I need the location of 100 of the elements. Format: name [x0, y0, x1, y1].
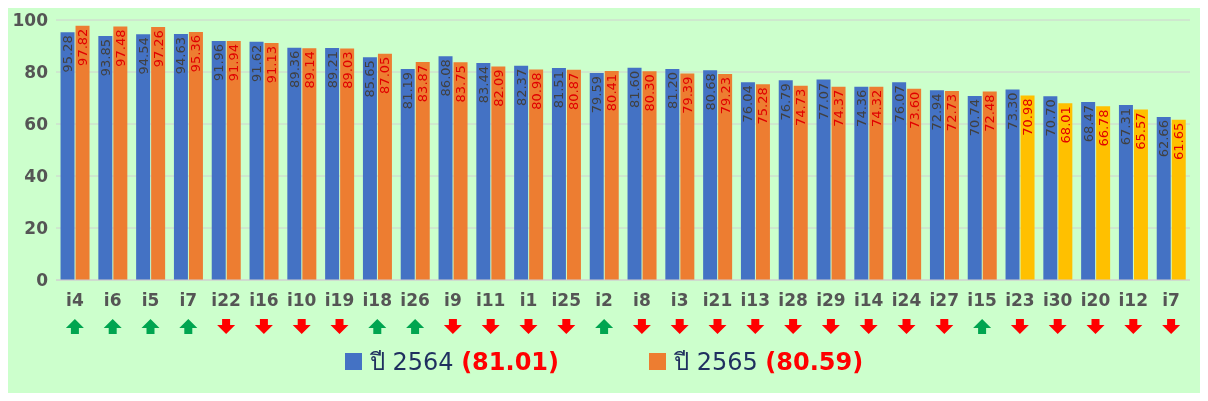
bar: [816, 79, 831, 280]
bar: [627, 67, 642, 280]
bar: [642, 71, 657, 280]
bar: [249, 41, 264, 280]
data-label: 91.62: [249, 44, 265, 83]
x-tick-label: i6: [103, 290, 122, 310]
bar: [151, 27, 166, 280]
data-label: 76.04: [740, 85, 756, 123]
x-tick-label: i3: [670, 290, 689, 310]
bar: [264, 43, 279, 280]
x-tick-label: i15: [967, 290, 997, 310]
data-label: 82.09: [490, 69, 506, 107]
data-label: 74.36: [853, 89, 869, 127]
x-tick-label: i29: [816, 290, 846, 310]
x-tick-label: i26: [400, 290, 430, 310]
data-label: 93.85: [97, 38, 113, 77]
x-tick-label: i7: [1162, 290, 1180, 310]
x-tick-label: i16: [249, 290, 279, 310]
bar: [703, 70, 718, 280]
data-label: 76.07: [891, 85, 907, 123]
data-label: 67.31: [1118, 107, 1134, 146]
x-tick-label: i30: [1042, 290, 1073, 310]
bar: [98, 35, 113, 280]
data-label: 89.21: [324, 51, 340, 89]
bar: [967, 96, 982, 280]
bar: [136, 34, 151, 280]
data-label: 70.74: [967, 99, 983, 137]
legend-label: ปี 2565 (80.59): [674, 347, 864, 378]
bar: [211, 40, 226, 280]
y-tick-label: 100: [12, 10, 49, 31]
data-label: 77.07: [816, 82, 832, 120]
data-label: 82.37: [513, 68, 529, 107]
y-tick-label: 20: [24, 218, 49, 239]
data-label: 61.65: [1171, 122, 1187, 160]
data-label: 95.36: [188, 35, 204, 73]
data-label: 89.14: [301, 51, 317, 89]
x-tick-label: i19: [324, 290, 355, 310]
data-label: 81.51: [551, 71, 567, 109]
bar: [755, 84, 770, 280]
bar: [929, 90, 944, 280]
data-label: 91.96: [211, 43, 227, 82]
y-tick-label: 80: [24, 62, 49, 83]
bar: [453, 62, 468, 280]
bar: [476, 63, 491, 280]
x-tick-label: i1: [519, 290, 538, 310]
bar: [665, 68, 680, 280]
data-label: 62.66: [1156, 120, 1172, 158]
data-label: 76.79: [778, 83, 794, 121]
bar: [491, 66, 506, 280]
bar: [793, 85, 808, 280]
data-label: 80.41: [604, 73, 620, 112]
bar: [566, 69, 581, 280]
bar: [1043, 96, 1058, 280]
bar: [173, 33, 188, 280]
data-label: 81.60: [627, 70, 643, 109]
bar: [892, 82, 907, 280]
bar: [1005, 89, 1020, 280]
data-label: 95.28: [60, 35, 76, 73]
data-label: 74.73: [793, 88, 809, 126]
x-tick-label: i23: [1005, 290, 1035, 310]
data-label: 97.26: [150, 30, 166, 68]
bar: [604, 70, 619, 280]
x-tick-label: i2: [595, 290, 613, 310]
data-label: 79.39: [679, 76, 695, 114]
data-label: 73.30: [1005, 92, 1021, 130]
bar: [680, 73, 695, 280]
data-label: 94.63: [173, 36, 189, 75]
data-label: 86.08: [438, 59, 454, 97]
bar: [831, 86, 846, 280]
bar: [514, 65, 529, 280]
data-label: 73.60: [906, 91, 922, 129]
bar: [1133, 109, 1148, 280]
data-label: 80.98: [528, 72, 544, 110]
x-tick-label: i14: [853, 290, 884, 310]
data-label: 72.48: [982, 94, 998, 132]
data-label: 91.94: [226, 43, 242, 82]
bar: [1156, 117, 1171, 280]
data-label: 80.30: [642, 74, 658, 112]
data-label: 91.13: [264, 46, 280, 84]
bar: [982, 91, 997, 280]
y-tick-label: 40: [24, 166, 49, 187]
bar: [869, 86, 884, 280]
bar: [226, 40, 241, 280]
x-tick-label: i18: [362, 290, 393, 310]
bar: [340, 48, 355, 280]
bar: [415, 61, 430, 280]
bar: [1058, 103, 1073, 280]
x-tick-label: i27: [929, 290, 960, 310]
data-label: 81.20: [664, 71, 680, 110]
bar: [944, 90, 959, 280]
bar: [778, 80, 793, 280]
x-tick-label: i24: [891, 290, 922, 310]
bar: [740, 82, 755, 280]
x-tick-label: i20: [1080, 290, 1111, 310]
x-tick-label: i21: [702, 290, 733, 310]
x-tick-label: i10: [286, 290, 317, 310]
x-tick-label: i11: [475, 290, 506, 310]
data-label: 83.87: [415, 64, 431, 103]
bar: [60, 32, 75, 280]
y-tick-label: 60: [24, 114, 49, 135]
